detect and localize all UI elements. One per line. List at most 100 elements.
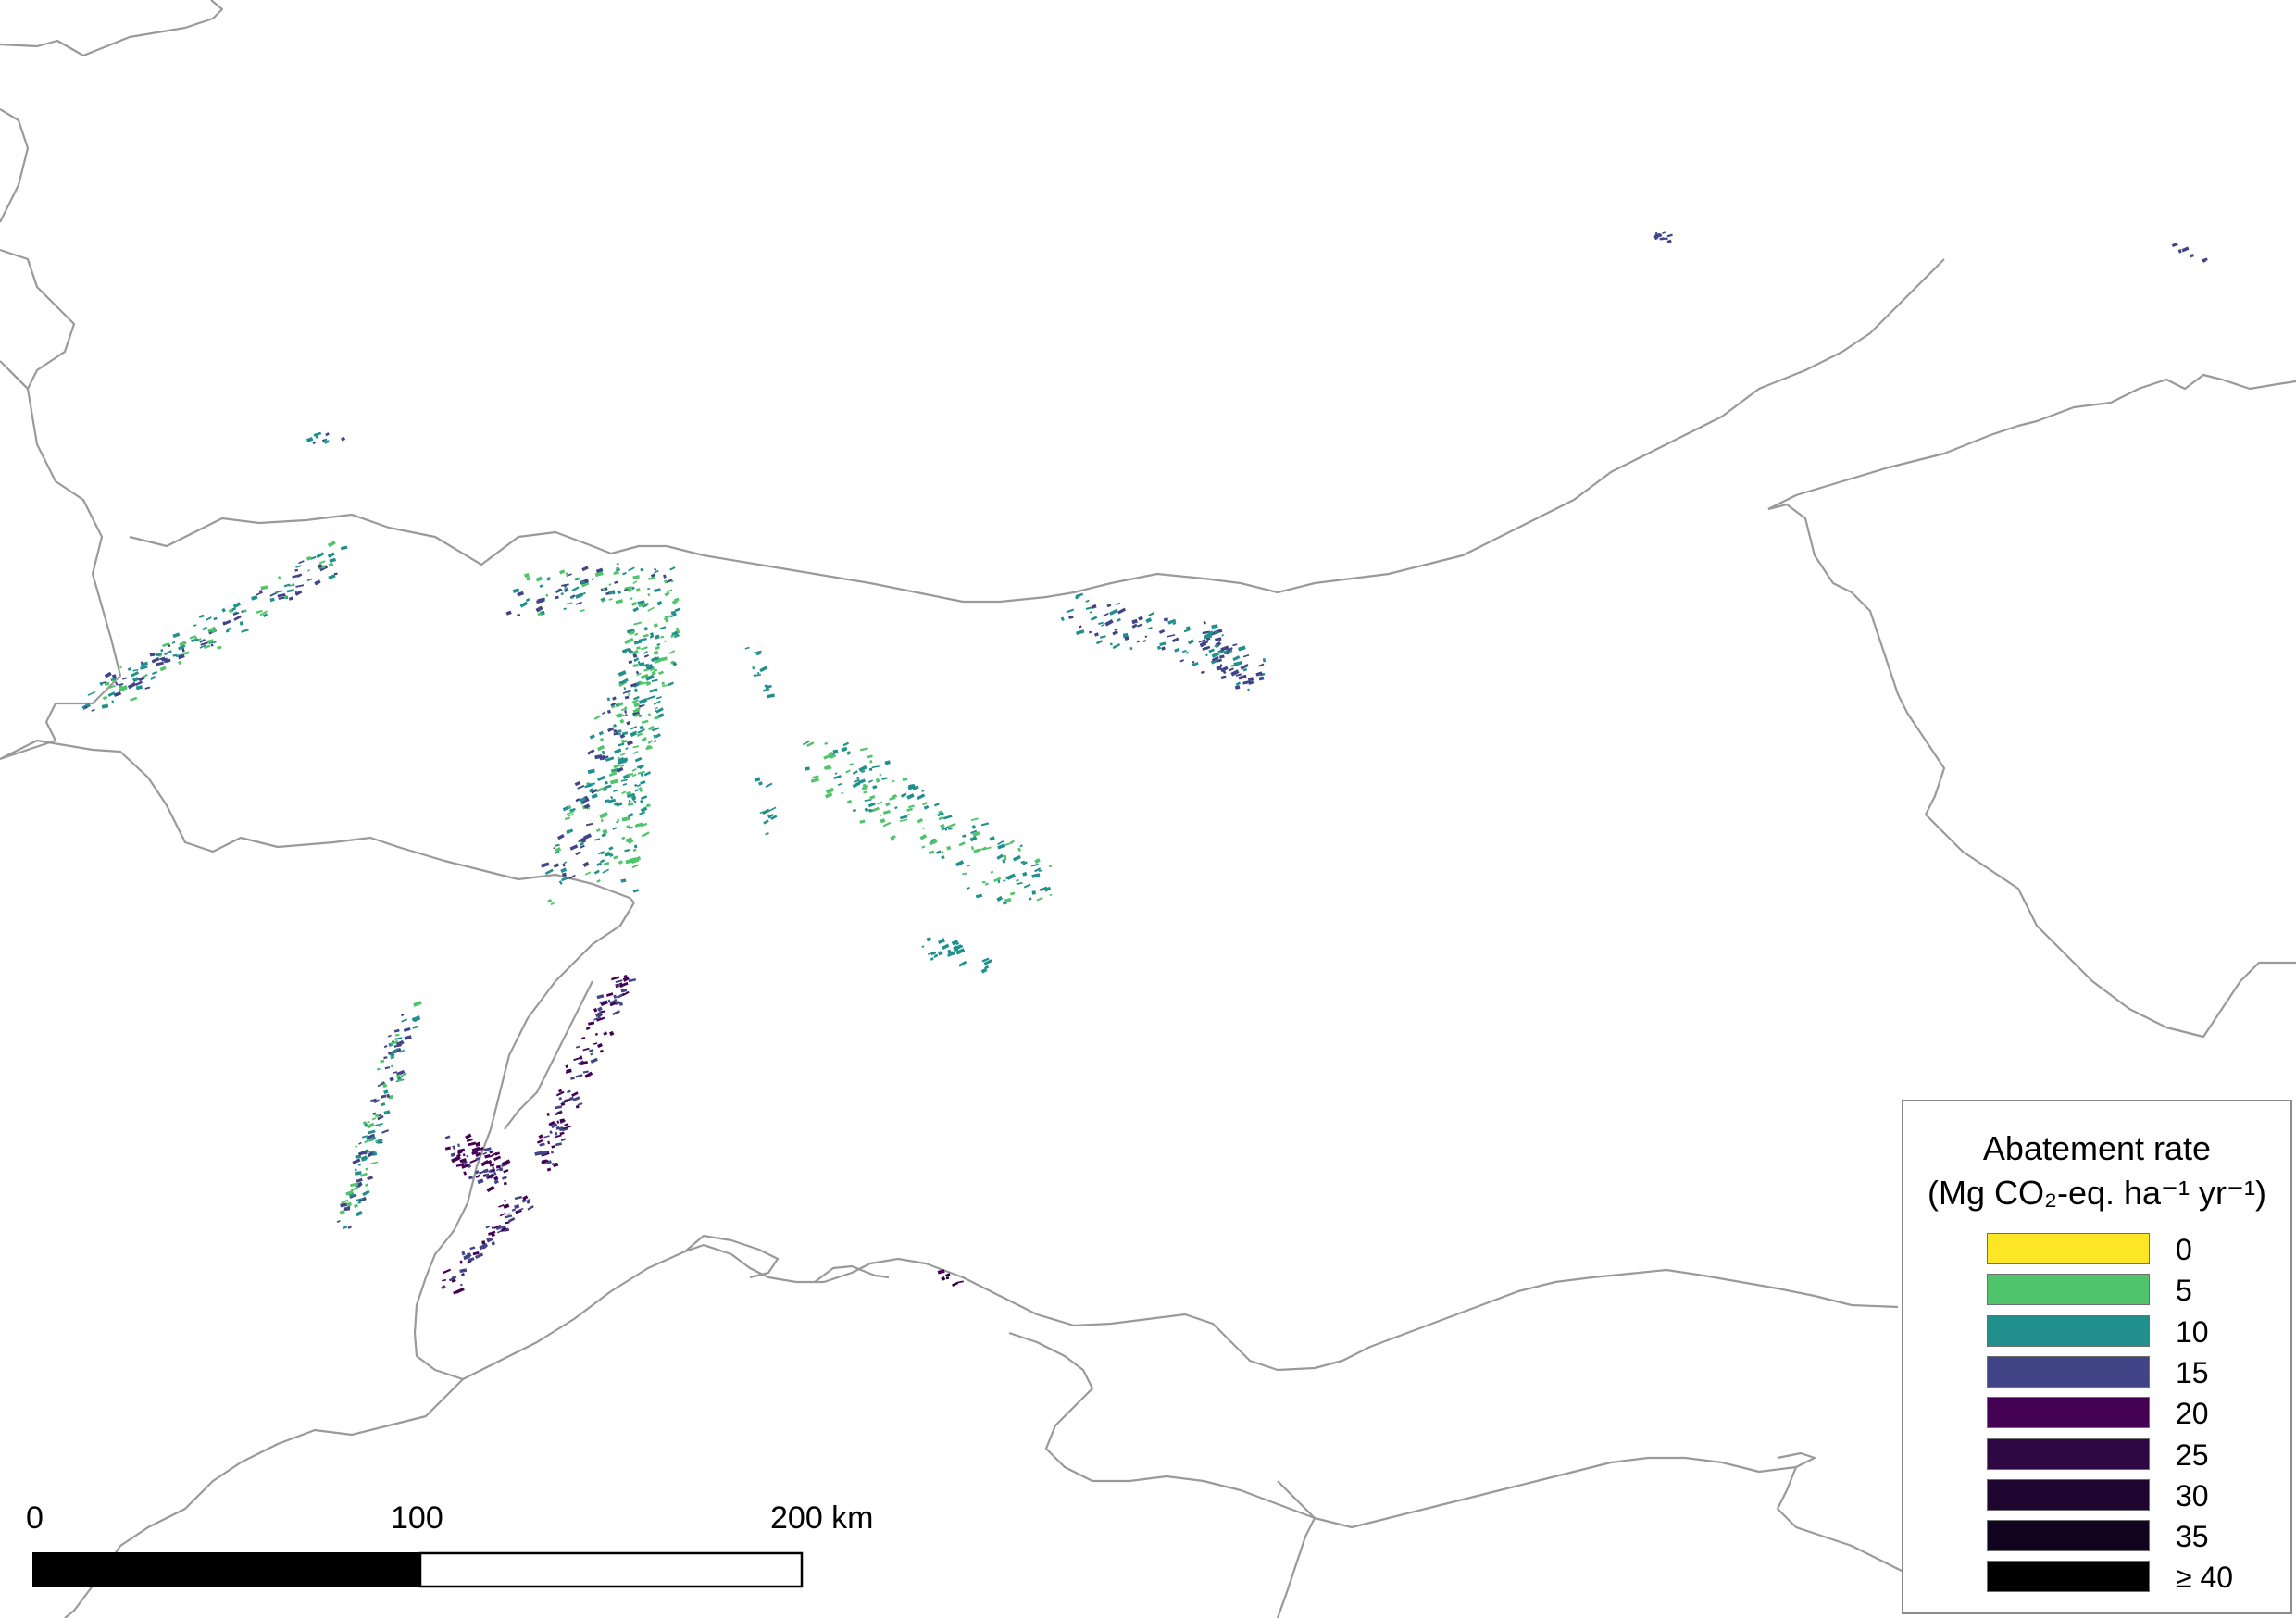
abatement-pixel — [511, 1208, 517, 1212]
abatement-pixel — [593, 715, 601, 720]
abatement-pixel — [635, 588, 641, 592]
abatement-pixel — [867, 779, 874, 783]
abatement-pixel — [495, 1164, 501, 1169]
abatement-pixel — [919, 833, 928, 840]
abatement-pixel — [616, 713, 623, 718]
abatement-pixel — [353, 1203, 358, 1208]
abatement-pixel — [633, 688, 639, 693]
abatement-pixel — [1238, 674, 1247, 680]
abatement-pixel — [639, 681, 644, 686]
abatement-pixel — [1144, 635, 1148, 638]
abatement-pixel — [115, 681, 119, 686]
abatement-pixel — [467, 1252, 471, 1256]
abatement-pixel — [555, 1131, 558, 1136]
abatement-pixel — [389, 1077, 394, 1082]
abatement-pixel — [547, 1140, 550, 1145]
abatement-pixel — [906, 807, 913, 812]
abatement-pixel — [667, 681, 674, 687]
abatement-pixel — [596, 744, 605, 752]
abatement-pixel — [864, 798, 872, 802]
abatement-pixel — [645, 803, 651, 808]
abatement-pixel — [541, 1159, 548, 1164]
abatement-pixel — [367, 1176, 374, 1181]
abatement-pixel — [1112, 629, 1118, 636]
abatement-pixel — [670, 610, 677, 616]
abatement-pixel — [622, 976, 630, 982]
abatement-pixel — [947, 952, 955, 957]
abatement-pixel — [942, 816, 949, 820]
abatement-pixel — [558, 1097, 563, 1101]
abatement-pixel — [767, 806, 777, 813]
abatement-pixel — [1109, 608, 1118, 616]
abatement-pixel — [554, 595, 559, 600]
abatement-pixel — [111, 679, 115, 682]
abatement-pixel — [1216, 666, 1222, 671]
abatement-pixel — [172, 632, 181, 639]
abatement-pixel — [596, 1016, 605, 1022]
abatement-pixel — [221, 607, 226, 613]
abatement-pixel — [618, 757, 625, 763]
abatement-pixel — [630, 795, 637, 801]
abatement-pixel — [483, 1147, 492, 1152]
abatement-pixel — [659, 626, 667, 630]
abatement-pixel — [575, 1104, 580, 1109]
abatement-pixel — [651, 678, 658, 683]
abatement-pixel — [198, 614, 205, 618]
abatement-pixel — [477, 1178, 484, 1185]
abatement-pixel — [288, 596, 294, 601]
abatement-pixel — [655, 707, 664, 714]
abatement-pixel — [1036, 896, 1043, 902]
abatement-pixel — [1017, 847, 1022, 852]
abatement-pixel — [655, 733, 661, 739]
abatement-pixel — [877, 801, 883, 805]
abatement-pixel — [465, 1133, 472, 1139]
abatement-pixel — [1129, 646, 1133, 651]
abatement-pixel — [580, 1061, 589, 1066]
abatement-pixel — [953, 940, 959, 945]
abatement-pixel — [400, 1072, 407, 1077]
abatement-pixel — [294, 591, 298, 594]
abatement-pixel — [501, 1226, 507, 1232]
abatement-pixel — [580, 1036, 586, 1040]
abatement-pixel — [479, 1242, 489, 1251]
abatement-pixel — [384, 1066, 391, 1070]
abatement-pixel — [483, 1168, 489, 1174]
abatement-pixel — [946, 845, 952, 851]
abatement-pixel — [2202, 258, 2207, 263]
abatement-pixel — [394, 1037, 403, 1040]
abatement-pixel — [341, 1199, 349, 1204]
border-north-west — [0, 0, 224, 57]
abatement-pixel — [517, 1207, 524, 1213]
abatement-pixel — [1252, 680, 1255, 684]
abatement-pixel — [132, 668, 139, 672]
abatement-pixel — [149, 675, 156, 680]
abatement-pixel — [1034, 858, 1041, 865]
abatement-pixel — [672, 661, 678, 666]
abatement-pixel — [550, 1151, 555, 1154]
abatement-pixel — [616, 802, 623, 807]
abatement-pixel — [894, 806, 898, 810]
abatement-pixel — [175, 653, 183, 657]
abatement-pixel — [636, 764, 644, 769]
abatement-pixel — [343, 1205, 351, 1211]
abatement-pixel — [842, 746, 848, 752]
abatement-pixel — [582, 1070, 589, 1074]
abatement-pixel — [593, 1007, 598, 1013]
abatement-pixel — [1238, 645, 1246, 652]
abatement-pixel — [545, 593, 549, 598]
abatement-pixel — [275, 590, 283, 594]
legend-label: 20 — [2176, 1397, 2209, 1431]
abatement-pixel — [842, 741, 850, 747]
border-south-branch — [1276, 1480, 1316, 1618]
abatement-pixel — [539, 1142, 545, 1147]
abatement-pixel — [600, 818, 604, 823]
abatement-pixel — [633, 621, 643, 626]
border-east-north — [1767, 373, 2296, 510]
abatement-pixel — [619, 753, 626, 756]
abatement-pixel — [596, 862, 603, 866]
abatement-pixel — [625, 858, 634, 865]
abatement-pixel — [482, 1174, 488, 1177]
abatement-pixel — [825, 792, 833, 799]
